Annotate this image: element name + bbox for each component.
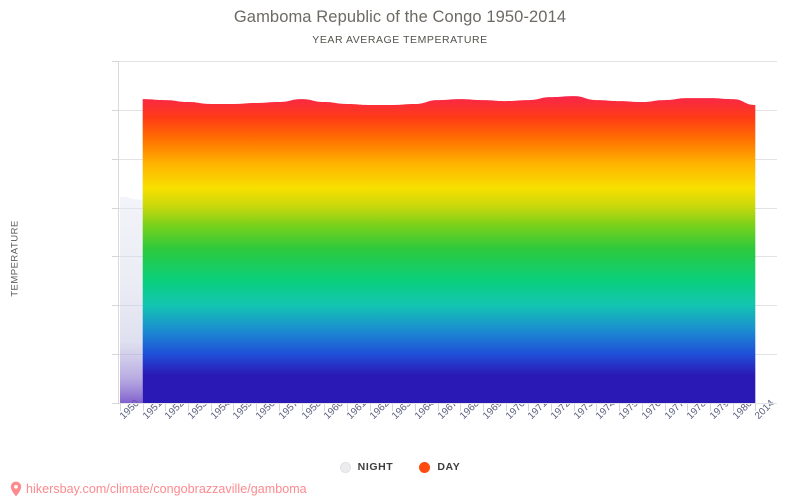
x-tick-mark: [165, 404, 167, 411]
x-tick-mark: [256, 404, 258, 411]
night-dot-icon: [339, 461, 351, 473]
x-tick-mark: [278, 404, 280, 411]
x-tick-mark: [755, 404, 757, 411]
legend-item-night[interactable]: NIGHT: [339, 461, 394, 473]
x-tick-mark: [188, 404, 190, 411]
y-tick-mark: [112, 256, 119, 258]
x-tick-mark: [392, 404, 394, 411]
y-tick-mark: [112, 403, 119, 404]
y-tick-mark: [112, 158, 119, 160]
x-tick-mark: [619, 404, 621, 411]
day-dot-icon: [419, 461, 431, 473]
series-day-area: [142, 96, 756, 403]
x-tick-mark: [324, 404, 326, 411]
map-pin-icon: [10, 481, 22, 497]
x-tick-mark: [573, 404, 575, 411]
chart-legend: NIGHT DAY: [0, 461, 800, 473]
x-tick-mark: [687, 404, 689, 411]
x-tick-mark: [664, 404, 666, 411]
x-tick-mark: [346, 404, 348, 411]
x-tick-mark: [460, 404, 462, 411]
gridline: [119, 403, 777, 404]
x-tick-mark: [528, 404, 530, 411]
x-tick-mark: [641, 404, 643, 411]
x-tick-mark: [301, 404, 303, 411]
y-tick-mark: [112, 354, 119, 356]
y-tick-mark: [112, 61, 119, 62]
x-tick-mark: [596, 404, 598, 411]
x-tick-mark: [414, 404, 416, 411]
x-tick-mark: [142, 404, 144, 411]
gridline: [119, 61, 777, 62]
x-tick-mark: [233, 404, 235, 411]
y-tick-mark: [112, 207, 119, 209]
x-tick-mark: [210, 404, 212, 411]
legend-label-night: NIGHT: [357, 461, 394, 473]
page-title: Gamboma Republic of the Congo 1950-2014: [233, 8, 567, 26]
y-tick-mark: [112, 109, 119, 111]
y-axis-title: TEMPERATURE: [9, 220, 21, 297]
x-tick-mark: [551, 404, 553, 411]
y-axis-line: [118, 61, 119, 404]
x-tick-mark: [505, 404, 507, 411]
footer: hikersbay.com/climate/congobrazzaville/g…: [10, 481, 307, 497]
footer-url[interactable]: hikersbay.com/climate/congobrazzaville/g…: [26, 482, 307, 496]
legend-item-day[interactable]: DAY: [419, 461, 460, 473]
chart-subtitle: YEAR AVERAGE TEMPERATURE: [312, 34, 488, 46]
x-tick-mark: [709, 404, 711, 411]
x-tick-mark: [369, 404, 371, 411]
legend-label-day: DAY: [437, 461, 461, 473]
x-tick-mark: [437, 404, 439, 411]
y-tick-mark: [112, 305, 119, 307]
plot-area: [112, 61, 777, 404]
x-tick-mark: [120, 404, 121, 411]
series-night-area: [120, 196, 143, 403]
x-tick-mark: [732, 404, 734, 411]
x-tick-mark: [483, 404, 485, 411]
